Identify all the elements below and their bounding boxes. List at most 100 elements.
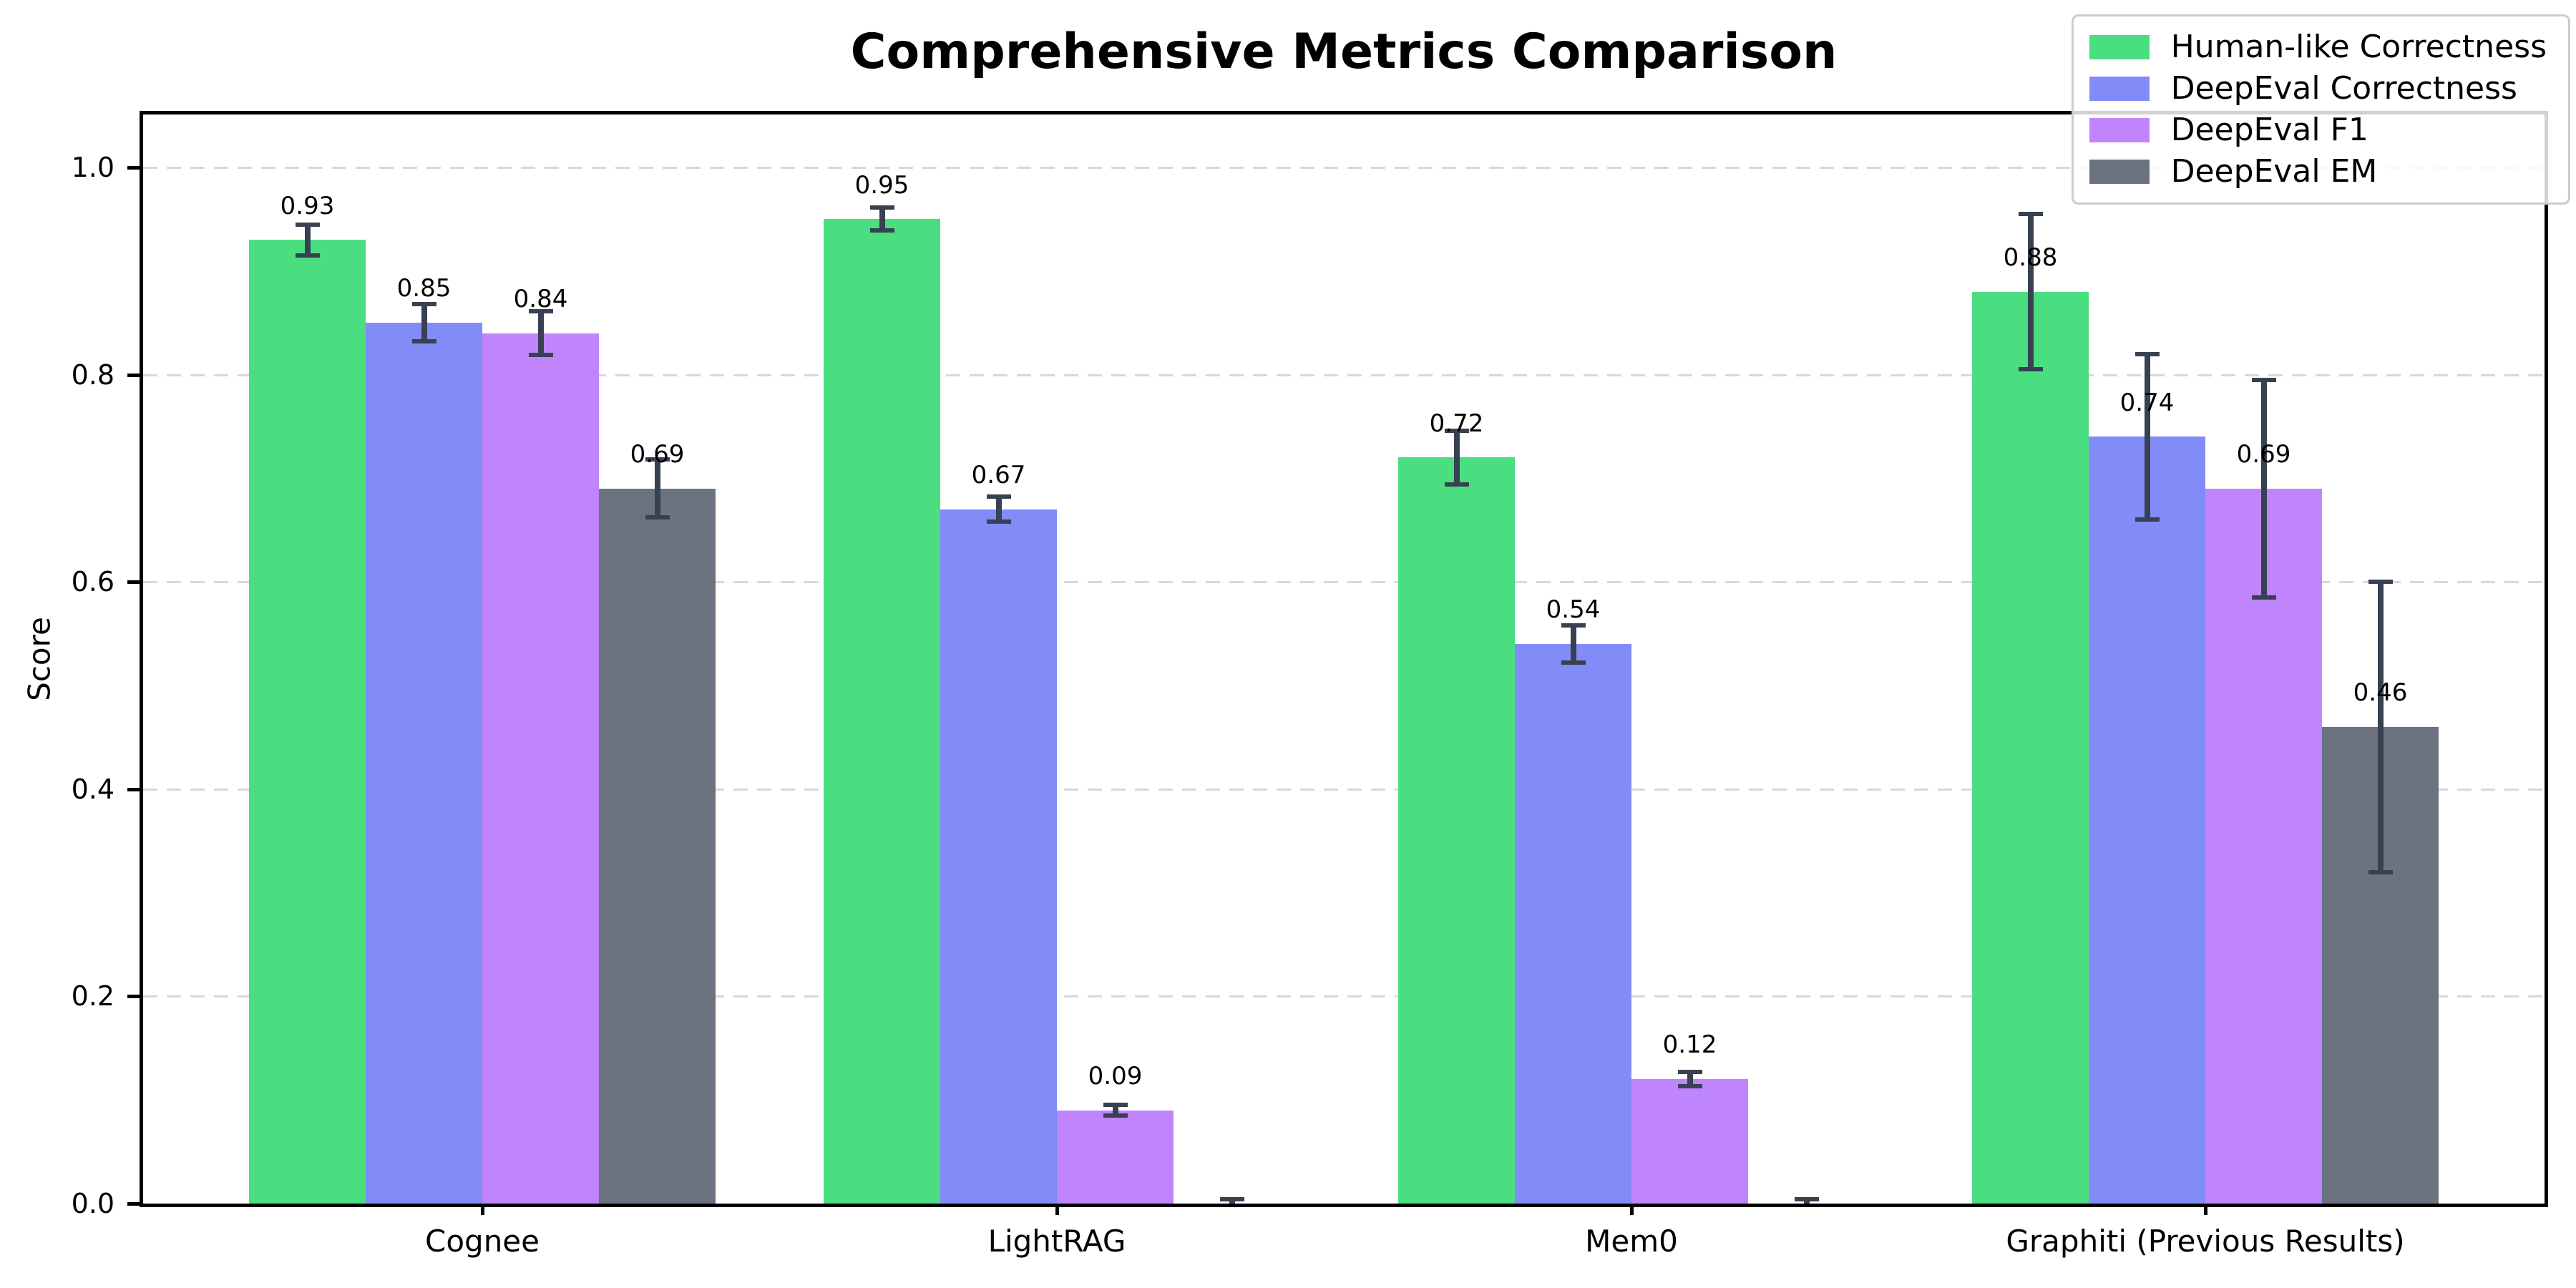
error-bar-line	[1687, 1072, 1693, 1087]
error-bar-cap-top	[1103, 1103, 1128, 1108]
error-bar-line	[2144, 353, 2150, 520]
error-bar-line	[2260, 379, 2267, 597]
legend-swatch-icon	[2089, 77, 2150, 101]
error-bar-line	[654, 459, 660, 518]
error-bar-cap-bottom	[2135, 517, 2160, 522]
bar-human-like-correctness-2	[1398, 457, 1515, 1204]
error-bar-cap-top	[411, 302, 436, 307]
x-tick-label: Cognee	[425, 1224, 540, 1259]
error-bar-cap-bottom	[528, 353, 553, 358]
error-bar-cap-top	[528, 309, 553, 314]
x-tick-label: LightRAG	[987, 1224, 1126, 1259]
bar-deepeval-em-0	[599, 488, 716, 1204]
legend-item-0: Human-like Correctness	[2089, 26, 2547, 68]
y-tick-mark-0.2	[127, 995, 143, 999]
error-bar-cap-bottom	[2251, 595, 2276, 600]
plot-area: 0.93 0.95 0.72 0.88 0.85 0.67 0.54 0.74 0.84 0.09…	[143, 114, 2545, 1204]
error-bar-cap-top	[1219, 1197, 1244, 1202]
error-bar-cap-bottom	[2018, 367, 2043, 372]
x-tick-label: Graphiti (Previous Results)	[2006, 1224, 2405, 1259]
value-label: 0.95	[854, 170, 909, 200]
error-bar-line	[995, 497, 1002, 522]
error-bar-cap-bottom	[986, 519, 1011, 525]
error-bar-line	[421, 304, 427, 342]
error-bar-line	[1570, 625, 1576, 663]
value-label: 0.93	[280, 191, 335, 220]
error-bar-cap-top	[1444, 428, 1469, 433]
bar-deepeval-f1-2	[1631, 1079, 1748, 1204]
error-bar-line	[2027, 214, 2034, 370]
y-tick-mark-0.4	[127, 787, 143, 791]
x-tick-label: Mem0	[1585, 1224, 1678, 1259]
value-label: 0.84	[513, 284, 568, 313]
y-tick-mark-0.6	[127, 580, 143, 585]
value-label: 0.09	[1088, 1061, 1143, 1091]
bar-deepeval-f1-0	[482, 333, 599, 1204]
bar-deepeval-f1-3	[2205, 488, 2322, 1204]
bar-human-like-correctness-3	[1972, 291, 2089, 1204]
gridline-y-0.6	[143, 581, 2545, 584]
y-tick-mark-1.0	[127, 166, 143, 170]
error-bar-cap-bottom	[2368, 869, 2393, 874]
chart-title: Comprehensive Metrics Comparison	[850, 24, 1838, 80]
value-label: 0.74	[2119, 388, 2175, 417]
error-bar-line	[1112, 1105, 1118, 1116]
error-bar-line	[2377, 582, 2384, 872]
legend-swatch-icon	[2089, 160, 2150, 184]
bar-deepeval-f1-1	[1057, 1110, 1174, 1204]
error-bar-cap-bottom	[645, 515, 670, 520]
value-label: 0.67	[971, 461, 1026, 490]
value-label: 0.12	[1662, 1030, 1717, 1060]
error-bar-cap-bottom	[295, 253, 320, 258]
error-bar-cap-bottom	[411, 339, 436, 344]
error-bar-cap-top	[295, 222, 320, 227]
legend-item-2: DeepEval F1	[2089, 109, 2547, 151]
y-tick-label: 0.2	[71, 980, 114, 1013]
error-bar-line	[304, 224, 311, 256]
legend-item-1: DeepEval Correctness	[2089, 68, 2547, 109]
bar-human-like-correctness-1	[824, 219, 940, 1204]
legend-label: DeepEval F1	[2170, 112, 2368, 148]
error-bar-cap-bottom	[869, 228, 894, 233]
error-bar-cap-top	[645, 457, 670, 462]
y-axis-label: Score	[21, 617, 57, 701]
error-bar-cap-top	[1561, 623, 1586, 628]
error-bar-line	[537, 311, 544, 356]
error-bar-cap-bottom	[1444, 482, 1469, 487]
legend-label: DeepEval Correctness	[2170, 70, 2517, 107]
error-bar-cap-bottom	[1561, 660, 1586, 665]
bar-deepeval-correctness-0	[366, 323, 482, 1204]
legend-item-3: DeepEval EM	[2089, 151, 2547, 192]
y-tick-label: 0.0	[71, 1188, 114, 1219]
value-label: 0.69	[630, 440, 685, 469]
legend-label: Human-like Correctness	[2170, 29, 2547, 65]
error-bar-cap-bottom	[1103, 1113, 1128, 1118]
gridline-y-1.0	[143, 167, 2545, 169]
legend: Human-like Correctness DeepEval Correctne…	[2071, 14, 2570, 205]
bar-human-like-correctness-0	[249, 240, 366, 1204]
y-tick-label: 0.6	[71, 566, 114, 598]
error-bar-cap-bottom	[1677, 1084, 1702, 1089]
error-bar-cap-top	[2018, 212, 2043, 217]
error-bar-cap-top	[2251, 377, 2276, 382]
y-tick-mark-0.0	[127, 1202, 143, 1206]
x-tick-mark-3	[2204, 1204, 2207, 1215]
y-tick-label: 0.8	[71, 358, 114, 391]
legend-swatch-icon	[2089, 118, 2150, 142]
gridline-y-0.8	[143, 374, 2545, 376]
x-tick-mark-2	[1630, 1204, 1634, 1215]
legend-swatch-icon	[2089, 35, 2150, 59]
x-tick-mark-0	[481, 1204, 484, 1215]
bar-deepeval-correctness-2	[1515, 644, 1631, 1204]
y-tick-label: 0.4	[71, 773, 114, 805]
y-tick-mark-0.8	[127, 373, 143, 377]
error-bar-line	[1453, 430, 1460, 485]
bar-deepeval-correctness-3	[2089, 436, 2205, 1204]
error-bar-cap-top	[986, 494, 1011, 499]
value-label: 0.88	[2003, 243, 2058, 272]
legend-label: DeepEval EM	[2170, 153, 2378, 190]
error-bar-cap-top	[2135, 351, 2160, 356]
value-label: 0.54	[1546, 595, 1601, 625]
value-label: 0.46	[2353, 678, 2408, 708]
